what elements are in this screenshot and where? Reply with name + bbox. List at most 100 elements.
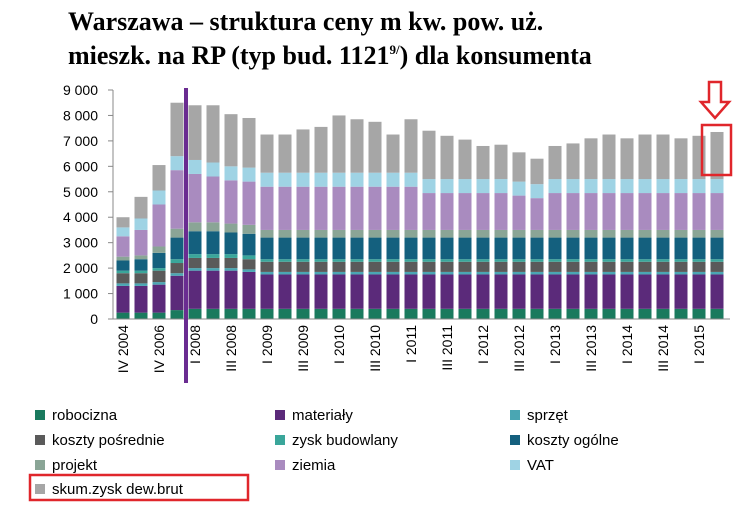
bar-segment	[476, 259, 490, 262]
bar-segment	[134, 270, 148, 274]
x-tick-label: III 2013	[583, 325, 599, 372]
bar-segment	[368, 308, 382, 319]
bar-segment	[530, 158, 544, 185]
bar-segment	[242, 117, 256, 168]
title-part: mieszk. na RP (typ bud. 1121	[68, 41, 389, 70]
bar-segment	[440, 271, 454, 275]
x-tick-label: III 2014	[655, 325, 671, 372]
bar-segment	[548, 145, 562, 180]
bar-segment	[368, 229, 382, 238]
bar-segment	[620, 259, 634, 262]
bar-segment	[278, 229, 292, 238]
bar-segment	[458, 193, 472, 230]
bar-segment	[422, 271, 436, 275]
bar-segment	[296, 274, 310, 309]
bar-segment	[368, 172, 382, 187]
bar-segment	[134, 273, 148, 284]
y-tick-label: 4 000	[63, 209, 98, 225]
bar-segment	[350, 274, 364, 309]
bar-segment	[386, 229, 400, 238]
bar-segment	[296, 261, 310, 272]
bar-segment	[710, 131, 724, 180]
bar-segment	[242, 255, 256, 260]
y-tick-label: 9 000	[63, 82, 98, 98]
bar-segment	[242, 224, 256, 234]
bar-segment	[188, 254, 202, 258]
bar-segment	[584, 237, 598, 260]
title-sup: 9/	[389, 42, 400, 57]
bar-segment	[116, 270, 130, 274]
x-tick-label: I 2008	[187, 325, 203, 364]
bar-segment	[692, 274, 706, 309]
bar-segment	[656, 259, 670, 262]
bar-segment	[566, 261, 580, 272]
bar-segment	[458, 261, 472, 272]
bar-segment	[476, 261, 490, 272]
bar-segment	[386, 271, 400, 275]
bar-segment	[314, 259, 328, 262]
bar-segment	[584, 308, 598, 319]
bar-segment	[620, 261, 634, 272]
x-tick-label: I 2015	[691, 325, 707, 364]
bar-segment	[458, 271, 472, 275]
bar-segment	[512, 195, 526, 230]
bar-segment	[224, 180, 238, 224]
bar-segment	[350, 308, 364, 319]
title-line2: mieszk. na RP (typ bud. 11219/) dla kons…	[68, 41, 592, 70]
bar-segment	[476, 229, 490, 238]
bar-segment	[476, 145, 490, 180]
legend-swatch	[510, 410, 520, 420]
bar-segment	[656, 179, 670, 194]
bar-segment	[260, 237, 274, 260]
bar-segment	[602, 193, 616, 230]
bar-segment	[206, 308, 220, 319]
bar-segment	[242, 269, 256, 272]
bar-segment	[332, 115, 346, 173]
bar-segment	[494, 237, 508, 260]
bar-segment	[584, 193, 598, 230]
bar-segment	[314, 172, 328, 187]
bar-segment	[206, 162, 220, 177]
bar-segment	[530, 184, 544, 199]
legend-swatch	[510, 460, 520, 470]
y-tick-label: 1 000	[63, 286, 98, 302]
bar-segment	[512, 152, 526, 182]
bar-segment	[188, 105, 202, 160]
bar-segment	[278, 271, 292, 275]
bar-segment	[476, 179, 490, 194]
bar-segment	[494, 274, 508, 309]
legend-label: materiały	[292, 407, 353, 424]
arrow	[698, 80, 732, 120]
bar-segment	[188, 231, 202, 255]
bar-segment	[494, 271, 508, 275]
bar-segment	[512, 229, 526, 238]
bar-segment	[404, 259, 418, 262]
bar-segment	[386, 237, 400, 260]
bar-segment	[620, 308, 634, 319]
bar-segment	[350, 271, 364, 275]
bar-segment	[674, 259, 688, 262]
bar-segment	[224, 232, 238, 255]
legend-label: skum.zysk dew.brut	[52, 481, 184, 498]
bar-segment	[602, 229, 616, 238]
bar-segment	[494, 308, 508, 319]
bar-segment	[278, 259, 292, 262]
bar-segment	[710, 259, 724, 262]
bar-segment	[674, 229, 688, 238]
bar-segment	[152, 270, 166, 283]
bar-segment	[386, 134, 400, 173]
bar-segment	[278, 261, 292, 272]
bar-segment	[422, 130, 436, 180]
bar-segment	[278, 308, 292, 319]
y-tick-label: 7 000	[63, 133, 98, 149]
bar-segment	[494, 144, 508, 180]
bar-segment	[386, 259, 400, 262]
legend-swatch	[35, 460, 45, 470]
legend-swatch	[275, 460, 285, 470]
bar-segment	[260, 274, 274, 309]
bar-segment	[440, 259, 454, 262]
bar-segment	[260, 308, 274, 319]
bar-segment	[656, 134, 670, 180]
x-tick-label: III 2009	[295, 325, 311, 372]
